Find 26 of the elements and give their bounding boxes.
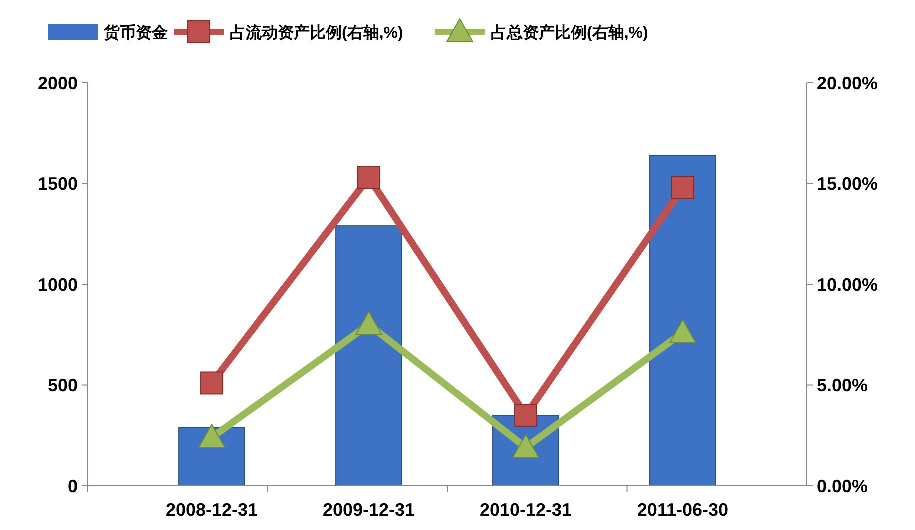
y2-tick-label: 10.00% bbox=[817, 274, 878, 295]
y2-tick-label: 0.00% bbox=[817, 476, 868, 496]
bar bbox=[650, 155, 716, 486]
point bbox=[514, 404, 538, 427]
y2-tick-label: 20.00% bbox=[817, 73, 878, 94]
y-tick-label: 500 bbox=[48, 376, 78, 396]
x-tick-label: 2011-06-30 bbox=[637, 500, 729, 520]
legend-label: 货币资金 bbox=[103, 24, 168, 42]
legend-label: 占总资产比例(右轴,%) bbox=[491, 24, 648, 42]
point bbox=[669, 319, 696, 344]
y-tick-label: 1000 bbox=[38, 274, 78, 295]
point bbox=[671, 176, 694, 200]
x-tick-label: 2008-12-31 bbox=[166, 500, 258, 520]
y-tick-label: 2000 bbox=[38, 73, 78, 94]
point bbox=[356, 311, 383, 336]
x-tick-label: 2010-12-31 bbox=[480, 500, 572, 520]
point bbox=[198, 424, 226, 448]
point bbox=[200, 372, 224, 395]
y-tick-label: 1500 bbox=[38, 174, 78, 194]
legend-label: 占流动资产比例(右轴,%) bbox=[230, 23, 404, 42]
y2-tick-label: 15.00% bbox=[817, 174, 878, 194]
x-tick-label: 2009-12-31 bbox=[322, 500, 416, 520]
point bbox=[358, 166, 381, 190]
y-tick-label: 0 bbox=[68, 476, 78, 496]
y2-tick-label: 5.00% bbox=[817, 376, 868, 396]
bar bbox=[336, 226, 402, 486]
